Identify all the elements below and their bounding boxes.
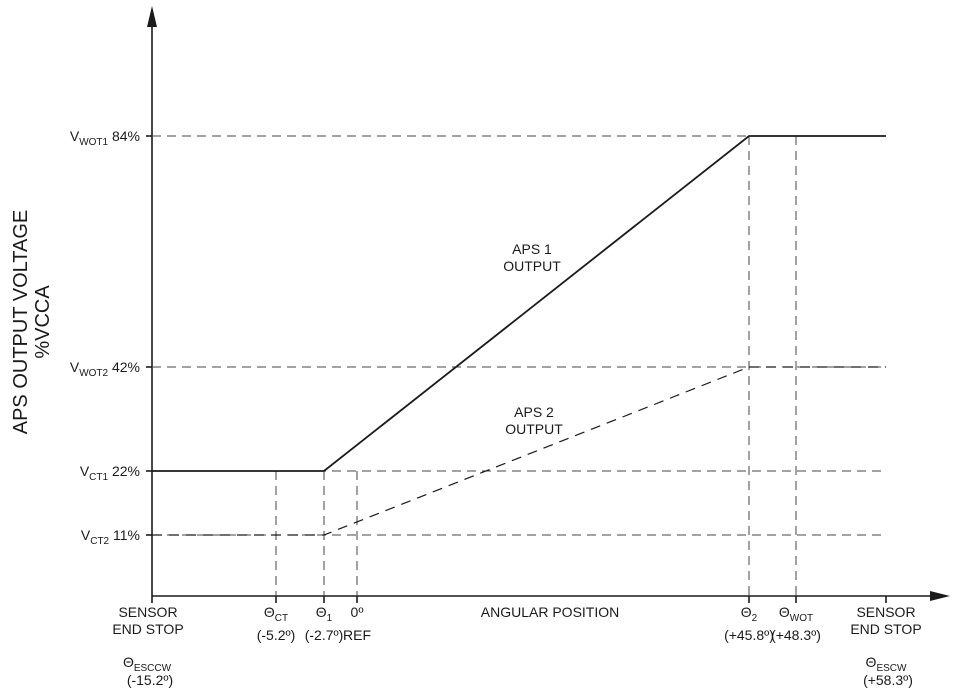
- y-label-wot1: VWOT1 84%: [70, 128, 140, 148]
- x-label-theta_wot: ΘWOT: [779, 604, 813, 624]
- y-label-ct2: VCT2 11%: [81, 527, 140, 547]
- right-end-stop-symbol: ΘESCW: [866, 654, 907, 674]
- y-label-pct: 22%: [108, 463, 140, 479]
- y-axis-title-line1: APS OUTPUT VOLTAGE: [10, 210, 32, 435]
- y-label-wot2: VWOT2 42%: [70, 359, 140, 379]
- x-label-theta_2: Θ2: [741, 604, 758, 624]
- aps1-label-line1: APS 1: [512, 241, 552, 257]
- tick-marks: [146, 135, 887, 603]
- x-label-main: Θ: [779, 604, 790, 620]
- right-end-stop-main: Θ: [866, 654, 877, 670]
- x-label-main: 0º: [351, 604, 364, 620]
- x-label-sub: 1: [327, 613, 333, 624]
- guide-lines: [152, 135, 886, 596]
- x-label-sub: CT: [275, 613, 288, 624]
- y-label-ct1: VCT1 22%: [80, 463, 140, 483]
- right-end-stop-line2: END STOP: [850, 621, 921, 637]
- y-label-pct: 42%: [108, 359, 140, 375]
- y-label-sub: WOT2: [79, 368, 108, 379]
- series-lines: [152, 135, 886, 536]
- x-label-sub: WOT: [790, 613, 813, 624]
- y-label-main: V: [80, 463, 90, 479]
- x-label-theta_ct: ΘCT: [264, 604, 288, 624]
- x-value-theta_1: (-2.7º): [305, 627, 344, 643]
- x-value-theta_2: (+45.8º): [724, 627, 774, 643]
- y-label-sub: CT2: [90, 536, 109, 547]
- x-label-sub: 2: [752, 613, 758, 624]
- x-value-theta_wot: (+48.3º): [771, 627, 821, 643]
- x-axis-arrow: [930, 591, 950, 601]
- series-line-aps1: [152, 135, 886, 472]
- series-line-aps2: [152, 366, 886, 536]
- y-label-main: V: [70, 128, 80, 144]
- y-axis-title-line2: %VCCA: [32, 285, 54, 359]
- y-label-pct: 11%: [109, 527, 140, 543]
- x-label-zero_ref: 0º: [351, 604, 364, 620]
- y-label-main: V: [81, 527, 91, 543]
- aps2-label-line2: OUTPUT: [505, 421, 563, 437]
- aps1-label-line2: OUTPUT: [503, 258, 561, 274]
- aps2-label-line1: APS 2: [514, 404, 554, 420]
- y-label-sub: WOT1: [79, 137, 108, 148]
- right-end-stop-sub: ESCW: [876, 663, 907, 674]
- left-end-stop-line1: SENSOR: [118, 604, 177, 620]
- left-end-stop-line2: END STOP: [112, 621, 183, 637]
- left-end-stop-value: (-15.2º): [127, 672, 173, 688]
- right-end-stop-value: (+58.3º): [863, 672, 913, 688]
- x-label-main: Θ: [264, 604, 275, 620]
- x-marker-labels: ΘCT(-5.2º)Θ1(-2.7º)0ºREFΘ2(+45.8º)ΘWOT(+…: [257, 604, 821, 643]
- x-label-theta_1: Θ1: [316, 604, 333, 624]
- x-label-main: Θ: [316, 604, 327, 620]
- x-value-theta_ct: (-5.2º): [257, 627, 296, 643]
- left-end-stop-main: Θ: [123, 654, 134, 670]
- x-label-main: Θ: [741, 604, 752, 620]
- right-end-stop-line1: SENSOR: [856, 604, 915, 620]
- x-value-zero_ref: REF: [343, 627, 371, 643]
- x-axis-title: ANGULAR POSITION: [481, 604, 619, 620]
- y-label-sub: CT1: [89, 472, 108, 483]
- y-axis-arrow: [147, 6, 157, 27]
- y-marker-labels: VWOT1 84%VWOT2 42%VCT1 22%VCT2 11%: [70, 128, 140, 547]
- left-end-stop-sub: ESCCW: [134, 663, 172, 674]
- y-label-pct: 84%: [108, 128, 140, 144]
- left-end-stop-symbol: ΘESCCW: [123, 654, 172, 674]
- y-label-main: V: [70, 359, 80, 375]
